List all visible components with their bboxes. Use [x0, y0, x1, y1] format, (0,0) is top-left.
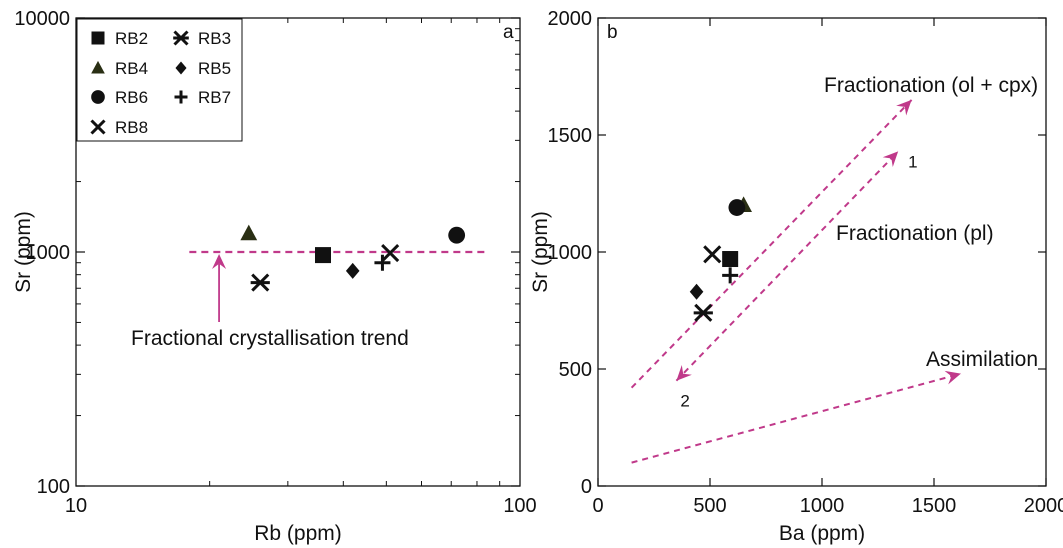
- panel-a-point-rb6-shape: [448, 226, 466, 244]
- panel-a-point-rb6: [448, 226, 466, 244]
- panel-b-vector-arrowhead-end-1: [882, 151, 899, 168]
- legend-label-rb5: RB5: [198, 59, 231, 78]
- legend-marker-rb2-shape: [91, 31, 105, 45]
- legend-marker-rb2: [91, 31, 105, 45]
- panel-b-letter: b: [607, 22, 618, 43]
- panel-a-trend-group: Fractional crystallisation trend: [131, 250, 489, 350]
- panel-b-point-rb3-shape: [693, 303, 713, 322]
- legend-marker-rb5: [175, 61, 187, 75]
- panel-a-point-rb8: [381, 243, 400, 263]
- panel-b-vectors: Fractionation (ol + cpx) Fractionation (p…: [630, 74, 1038, 464]
- panel-b-vector-arrowhead-end-0: [896, 99, 912, 116]
- panel-a-point-rb8-shape: [381, 243, 400, 263]
- panel-b-point-rb5: [689, 283, 704, 300]
- panel-b-x-tick-label: 0: [592, 495, 603, 517]
- panel-b-y-tick-label: 500: [559, 359, 592, 381]
- panel-b-vector-label-2: Assimilation: [926, 348, 1038, 371]
- panel-b-vector-label-0: Fractionation (ol + cpx): [824, 74, 1038, 97]
- legend-marker-rb3-shape: [173, 30, 189, 46]
- panel-a-point-rb7-shape: [374, 254, 391, 271]
- panel-a-x-tick-label: 10: [65, 495, 87, 517]
- panel-b-vector-line-2: [631, 372, 962, 464]
- panel-b-point-rb2-shape: [722, 251, 739, 268]
- panel-a-point-rb4-shape: [240, 224, 258, 241]
- legend-marker-rb4-shape: [91, 60, 105, 74]
- legend-marker-rb6: [91, 90, 105, 104]
- legend-label-rb6: RB6: [115, 88, 148, 107]
- panel-b-y-axis-label: Sr (ppm): [529, 211, 552, 293]
- legend-label-rb4: RB4: [115, 59, 148, 78]
- legend-label-rb7: RB7: [198, 88, 231, 107]
- panel-b-point-rb5-shape: [689, 283, 704, 300]
- panel-a-y-axis-label: Sr (ppm): [12, 211, 35, 293]
- panel-b-x-tick-label: 2000: [1024, 495, 1063, 517]
- panel-a-y-tick-label: 1000: [26, 242, 71, 264]
- panel-a-annotation-label: Fractional crystallisation trend: [131, 327, 409, 350]
- legend: RB2 RB3 RB4 RB5 RB6 RB7 RB8: [76, 18, 243, 142]
- panel-a-point-rb5: [345, 262, 360, 279]
- legend-marker-rb6-shape: [91, 90, 105, 104]
- panel-b-ticks: 0 500 1000 1500 2000 0 500 1000 1500 2000: [548, 8, 1063, 517]
- panel-a-y-tick-label: 100: [37, 476, 70, 498]
- panel-b-point-rb8: [703, 245, 722, 264]
- panel-b-vector-label-1: Fractionation (pl): [836, 222, 994, 245]
- panel-b-vector-line-0: [630, 99, 913, 389]
- panel-b-vector-line-1: [675, 150, 899, 382]
- panel-b-x-tick-label: 1000: [800, 495, 845, 517]
- legend-marker-rb3: [173, 30, 189, 46]
- panel-b-point-rb7: [722, 267, 739, 284]
- panel-a-point-rb7: [374, 254, 391, 271]
- panel-b-y-tick-label: 1500: [548, 125, 593, 147]
- panel-b-point-rb7-shape: [722, 267, 739, 284]
- panel-b-points: [689, 196, 752, 322]
- panel-b-vector-end-label-2: 2: [680, 392, 689, 411]
- panel-a-annotation-arrowhead: [212, 254, 227, 269]
- panel-a-letter: a: [503, 22, 514, 43]
- panel-b-y-tick-label: 0: [581, 476, 592, 498]
- panel-a-point-rb3: [250, 273, 270, 292]
- legend-marker-rb4: [91, 60, 105, 74]
- panel-b-point-rb6: [728, 199, 746, 216]
- panel-a-point-rb2: [314, 247, 331, 264]
- panel-b-y-tick-label: 2000: [548, 8, 593, 30]
- panel-b-point-rb3: [693, 303, 713, 322]
- panel-a-points: [240, 224, 466, 292]
- panel-b-x-axis-label: Ba (ppm): [779, 522, 865, 545]
- panel-a-y-tick-label: 10000: [14, 8, 70, 30]
- panel-b-point-rb2: [722, 251, 739, 268]
- panel-b-vector-end-label-1: 1: [908, 152, 917, 171]
- panel-a-point-rb4: [240, 224, 258, 241]
- panel-b-x-tick-label: 1500: [912, 495, 957, 517]
- legend-marker-rb5-shape: [175, 61, 187, 75]
- panel-b: b 0 500 1000 1500 2000 0 500 1000 1500 2000 Fract…: [529, 8, 1063, 545]
- panel-a-x-axis-label: Rb (ppm): [254, 522, 342, 545]
- legend-marker-rb7-shape: [174, 90, 188, 104]
- panel-a-x-tick-label: 100: [503, 495, 536, 517]
- panel-a-point-rb5-shape: [345, 262, 360, 279]
- panel-b-y-tick-label: 1000: [548, 242, 593, 264]
- legend-label-rb3: RB3: [198, 29, 231, 48]
- legend-marker-rb7: [174, 90, 188, 104]
- panel-a-point-rb3-shape: [250, 273, 270, 292]
- legend-marker-rb8-shape: [90, 119, 106, 135]
- legend-marker-rb8: [90, 119, 106, 135]
- panel-b-vector-arrowhead-end-2: [944, 370, 961, 385]
- panel-b-x-tick-label: 500: [693, 495, 726, 517]
- legend-label-rb8: RB8: [115, 118, 148, 137]
- panel-b-point-rb6-shape: [728, 199, 746, 216]
- panel-a-point-rb2-shape: [314, 247, 331, 264]
- panel-b-point-rb8-shape: [703, 245, 722, 264]
- legend-label-rb2: RB2: [115, 29, 148, 48]
- panel-b-vector-arrowhead-start-1: [676, 365, 692, 381]
